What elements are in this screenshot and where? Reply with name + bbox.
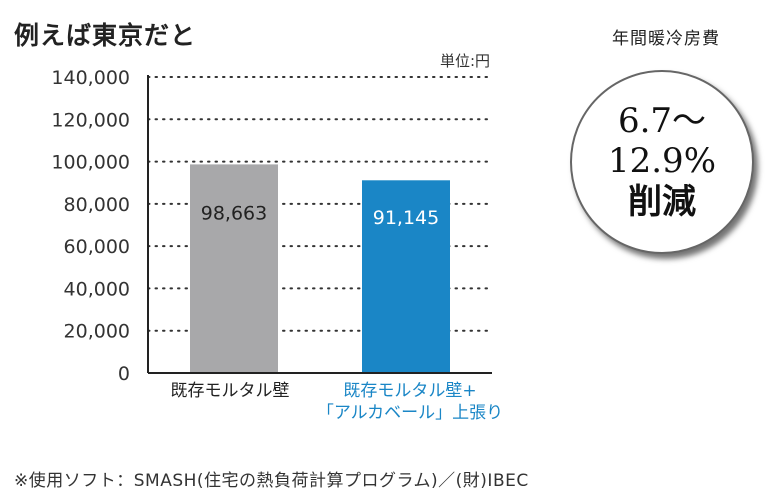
category-label-line: 既存モルタル壁+ [343,381,477,401]
badge-range-start: 6.7〜 [617,101,707,141]
y-tick-label: 60,000 [64,236,130,258]
category-label-existing: 既存モルタル壁 [150,380,310,402]
y-tick-label: 40,000 [64,278,130,300]
y-tick-labels: 0 20,000 40,000 60,000 80,000 100,000 120,000 1… [51,67,130,385]
y-tick-label: 0 [118,363,130,385]
reduction-badge: 6.7〜 12.9% 削減 [570,70,754,254]
category-label-line: 「アルカベール」上張り [316,403,504,423]
footnote: ※使用ソフト：SMASH(住宅の熱負荷計算プログラム)／(財)IBEC [14,471,529,491]
y-tick-label: 20,000 [64,321,130,343]
category-label-alcavere: 既存モルタル壁+ 「アルカベール」上張り [300,380,520,424]
data-label: 98,663 [201,203,267,225]
chart-title: 例えば東京だと [14,21,197,50]
axes [147,75,492,374]
y-tick-label: 100,000 [51,152,130,174]
badge-title: 年間暖冷房費 [612,29,720,49]
bar [190,164,278,373]
bars: 98,663 91,145 [190,164,450,373]
badge-range-end: 12.9% [607,141,716,181]
y-tick-label: 120,000 [51,109,130,131]
y-tick-label: 80,000 [64,194,130,216]
unit-label: 単位:円 [440,52,491,70]
badge-reduction: 削減 [628,182,696,222]
data-label: 91,145 [373,207,439,229]
category-label-line: 既存モルタル壁 [170,381,290,401]
bar [362,180,450,373]
y-tick-label: 140,000 [51,67,130,89]
